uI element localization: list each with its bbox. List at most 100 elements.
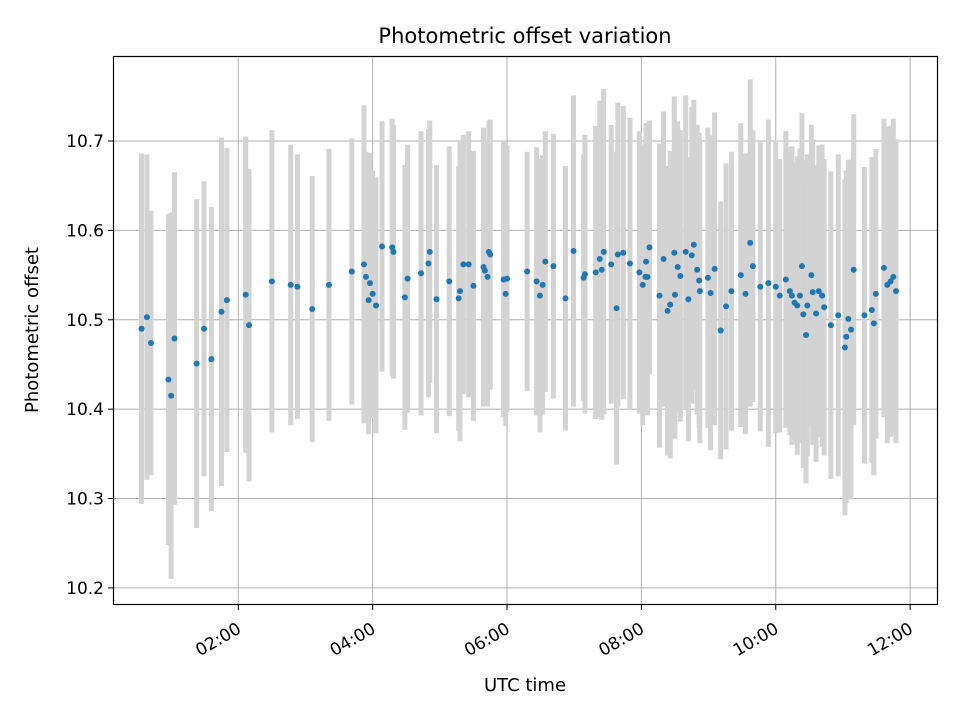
data-point [707, 289, 714, 296]
data-point [171, 335, 178, 342]
chart-title: Photometric offset variation [378, 24, 671, 48]
data-point [694, 266, 701, 273]
data-point [481, 267, 488, 274]
data-point [143, 314, 150, 321]
data-point [646, 244, 653, 251]
data-point [223, 297, 230, 304]
data-point [362, 273, 369, 280]
data-point [201, 325, 208, 332]
data-point [848, 326, 855, 333]
data-point [636, 269, 643, 276]
data-point [800, 311, 807, 318]
data-point [809, 289, 816, 296]
data-point [484, 273, 491, 280]
data-point [850, 266, 857, 273]
data-point [664, 307, 671, 314]
data-point [749, 263, 756, 270]
data-point [845, 315, 852, 322]
data-point [246, 322, 253, 329]
data-point [827, 322, 834, 329]
data-points [138, 239, 900, 399]
data-point [608, 261, 615, 268]
data-point [379, 243, 386, 250]
data-point [794, 302, 801, 309]
data-point [147, 340, 154, 347]
data-point [704, 274, 711, 281]
data-point [682, 248, 689, 255]
data-point [674, 264, 681, 271]
data-point [456, 288, 463, 295]
data-point [613, 305, 620, 312]
data-point [804, 302, 811, 309]
data-point [644, 273, 651, 280]
data-point [208, 356, 215, 363]
y-axis-label: Photometric offset [22, 247, 43, 413]
data-point [373, 302, 380, 309]
data-point [835, 312, 842, 319]
data-point [747, 239, 754, 246]
data-point [660, 255, 667, 262]
data-point [401, 294, 408, 301]
data-point [390, 248, 397, 255]
data-point [193, 360, 200, 367]
data-point [685, 296, 692, 303]
data-point [788, 292, 795, 299]
data-point [796, 292, 803, 299]
data-point [366, 280, 373, 287]
data-point [460, 261, 467, 268]
data-point [620, 249, 627, 256]
data-point [737, 272, 744, 279]
data-point [242, 291, 249, 298]
data-point [536, 292, 543, 299]
data-point [614, 251, 621, 258]
data-point [470, 282, 477, 289]
data-point [786, 288, 793, 295]
data-point [138, 325, 145, 332]
data-point [656, 292, 663, 299]
data-point [502, 290, 509, 297]
data-point [570, 247, 577, 254]
y-tick-label: 10.2 [66, 579, 104, 599]
data-point [696, 288, 703, 295]
data-point [581, 271, 588, 278]
data-point [728, 288, 735, 295]
data-point [218, 308, 225, 315]
data-point [348, 268, 355, 275]
data-point [418, 270, 425, 277]
data-point [798, 263, 805, 270]
data-point [592, 269, 599, 276]
data-point [465, 261, 472, 268]
data-point [287, 281, 294, 288]
data-point [815, 288, 822, 295]
data-point [360, 261, 367, 268]
data-point [533, 278, 540, 285]
data-point [843, 333, 850, 340]
data-point [626, 260, 633, 267]
data-point [268, 278, 275, 285]
data-point [671, 249, 678, 256]
data-point [309, 306, 316, 313]
data-point [369, 290, 376, 297]
data-point [426, 248, 433, 255]
y-tick-label: 10.6 [66, 221, 104, 241]
data-point [596, 255, 603, 262]
data-point [772, 283, 779, 290]
data-point [550, 263, 557, 270]
data-point [539, 281, 546, 288]
data-point [890, 273, 897, 280]
data-point [433, 296, 440, 303]
data-point [880, 264, 887, 271]
data-point [404, 275, 411, 282]
data-point [723, 303, 730, 310]
data-point [821, 304, 828, 311]
data-point [639, 281, 646, 288]
data-point [600, 248, 607, 255]
data-point [165, 376, 172, 383]
data-point [446, 278, 453, 285]
data-point [425, 260, 432, 267]
data-point [819, 292, 826, 299]
data-point [696, 277, 703, 284]
data-point [542, 258, 549, 265]
y-tick-label: 10.3 [66, 490, 104, 510]
